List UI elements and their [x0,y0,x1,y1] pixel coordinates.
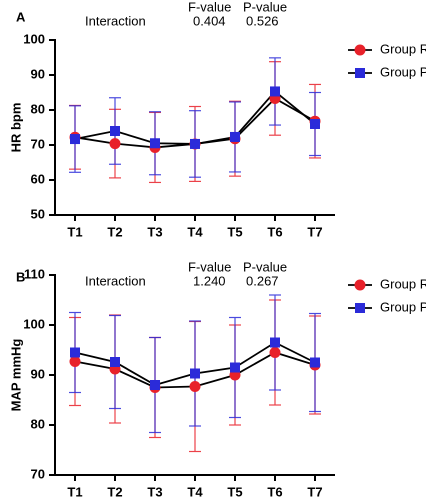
annotation: P-value [243,0,287,14]
y-tick-label: 100 [23,31,45,46]
x-tick-label: T3 [147,224,162,239]
x-tick-label: T4 [187,484,203,499]
x-tick-label: T2 [107,484,122,499]
data-point [230,131,240,142]
x-tick-label: T6 [267,484,282,499]
data-point [69,356,81,367]
y-tick-label: 80 [31,416,45,431]
annotation: F-value [188,0,231,14]
data-point [270,337,280,348]
data-point [189,381,201,392]
data-point [310,119,320,129]
y-tick-label: 90 [31,366,45,381]
x-tick-label: T4 [187,224,203,239]
legend-label: Group P [380,299,426,314]
x-tick-label: T1 [67,224,82,239]
y-tick-label: 90 [31,66,45,81]
x-tick-label: T7 [307,484,322,499]
legend-marker [354,279,366,291]
data-point [70,347,80,358]
y-tick-label: 70 [31,136,45,151]
annotation: Interaction [85,13,146,28]
data-point [110,126,120,136]
data-point [110,357,120,367]
data-point [150,138,160,149]
data-point [230,362,240,373]
legend-marker [355,303,365,313]
y-tick-label: 60 [31,171,45,186]
data-point [190,368,200,379]
legend-marker [354,44,366,56]
legend-marker [355,68,365,78]
y-axis-label: MAP mmHg [8,339,23,412]
x-tick-label: T5 [227,224,242,239]
legend-label: Group R [380,276,426,291]
x-tick-label: T6 [267,224,282,239]
annotation: 0.267 [246,273,279,288]
y-axis-label: HR bpm [8,103,23,153]
x-tick-label: T7 [307,224,322,239]
data-point [310,357,320,368]
legend-label: Group R [380,41,426,56]
data-point [270,86,280,97]
x-tick-label: T5 [227,484,242,499]
panel-label: B [16,269,25,284]
annotation: 1.240 [193,273,226,288]
y-tick-label: 50 [31,206,45,221]
data-point [269,347,281,358]
x-tick-label: T2 [107,224,122,239]
y-tick-label: 70 [31,466,45,481]
data-point [150,380,160,390]
annotation: F-value [188,259,231,274]
legend-label: Group P [380,64,426,79]
panel-label: A [16,9,26,24]
x-tick-label: T3 [147,484,162,499]
y-tick-label: 110 [24,266,45,281]
x-tick-label: T1 [67,484,82,499]
annotation: Interaction [85,273,146,288]
annotation: 0.526 [246,13,279,28]
y-tick-label: 100 [23,316,45,331]
y-tick-label: 80 [31,101,45,116]
data-point [70,134,80,145]
data-point [190,138,200,149]
annotation: 0.404 [193,13,226,28]
annotation: P-value [243,259,287,274]
data-point [109,138,121,150]
